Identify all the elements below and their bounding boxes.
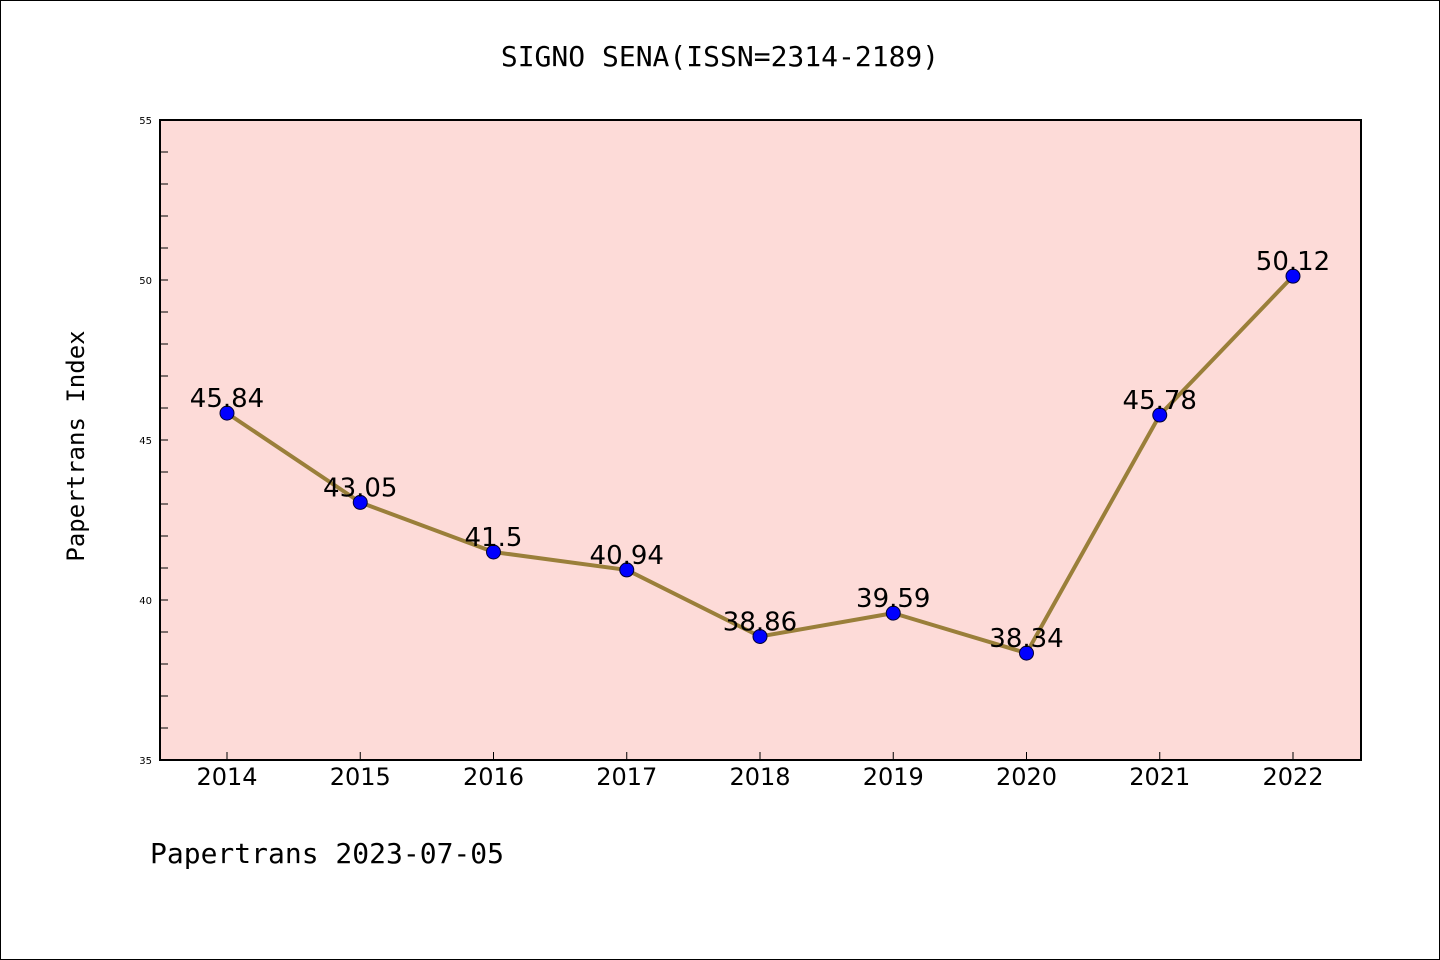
data-point [752, 628, 768, 644]
y-tick-label: 55 [139, 116, 152, 127]
data-label: 38.86 [723, 607, 797, 637]
x-tick-label: 2021 [1129, 763, 1190, 791]
data-point [1019, 645, 1034, 661]
data-labels-group: 45.84 43.05 41.5 40.94 38.86 39.59 38.34 45.78 5… [190, 247, 1330, 654]
markers-group [219, 268, 1301, 661]
x-tick-label: 2019 [863, 763, 924, 791]
data-point [219, 405, 235, 421]
data-point [1285, 268, 1301, 284]
data-label: 39.59 [856, 584, 930, 614]
data-point [486, 544, 501, 560]
x-axis: 2014 2015 2016 2017 2018 2019 2020 2021 2022 [196, 752, 1324, 791]
plot-border [159, 119, 1362, 761]
data-label: 45.78 [1123, 386, 1197, 416]
data-label: 40.94 [590, 541, 664, 571]
data-point [885, 605, 901, 621]
x-tick-label: 2022 [1262, 763, 1323, 791]
y-tick-label: 40 [139, 596, 152, 607]
data-point [352, 494, 368, 510]
x-tick-label: 2016 [463, 763, 524, 791]
y-axis-label: Papertrans Index [62, 330, 90, 561]
data-label: 41.5 [465, 523, 523, 553]
y-tick-label: 50 [139, 276, 152, 287]
data-label: 45.84 [190, 384, 264, 414]
chart-title: SIGNO SENA(ISSN=2314-2189) [501, 40, 939, 73]
y-tick-label: 45 [139, 436, 152, 447]
x-tick-label: 2014 [196, 763, 257, 791]
x-tick-label: 2015 [330, 763, 391, 791]
y-tick-label: 35 [139, 756, 152, 767]
x-tick-label: 2020 [996, 763, 1057, 791]
x-tick-label: 2017 [596, 763, 657, 791]
data-label: 43.05 [323, 473, 397, 503]
data-point [1152, 407, 1168, 423]
data-label: 38.34 [989, 624, 1063, 654]
footer-text: Papertrans 2023-07-05 [150, 837, 504, 870]
data-point [619, 562, 635, 578]
data-label: 50.12 [1256, 247, 1330, 277]
plot-area [160, 120, 1361, 760]
x-tick-label: 2018 [729, 763, 790, 791]
